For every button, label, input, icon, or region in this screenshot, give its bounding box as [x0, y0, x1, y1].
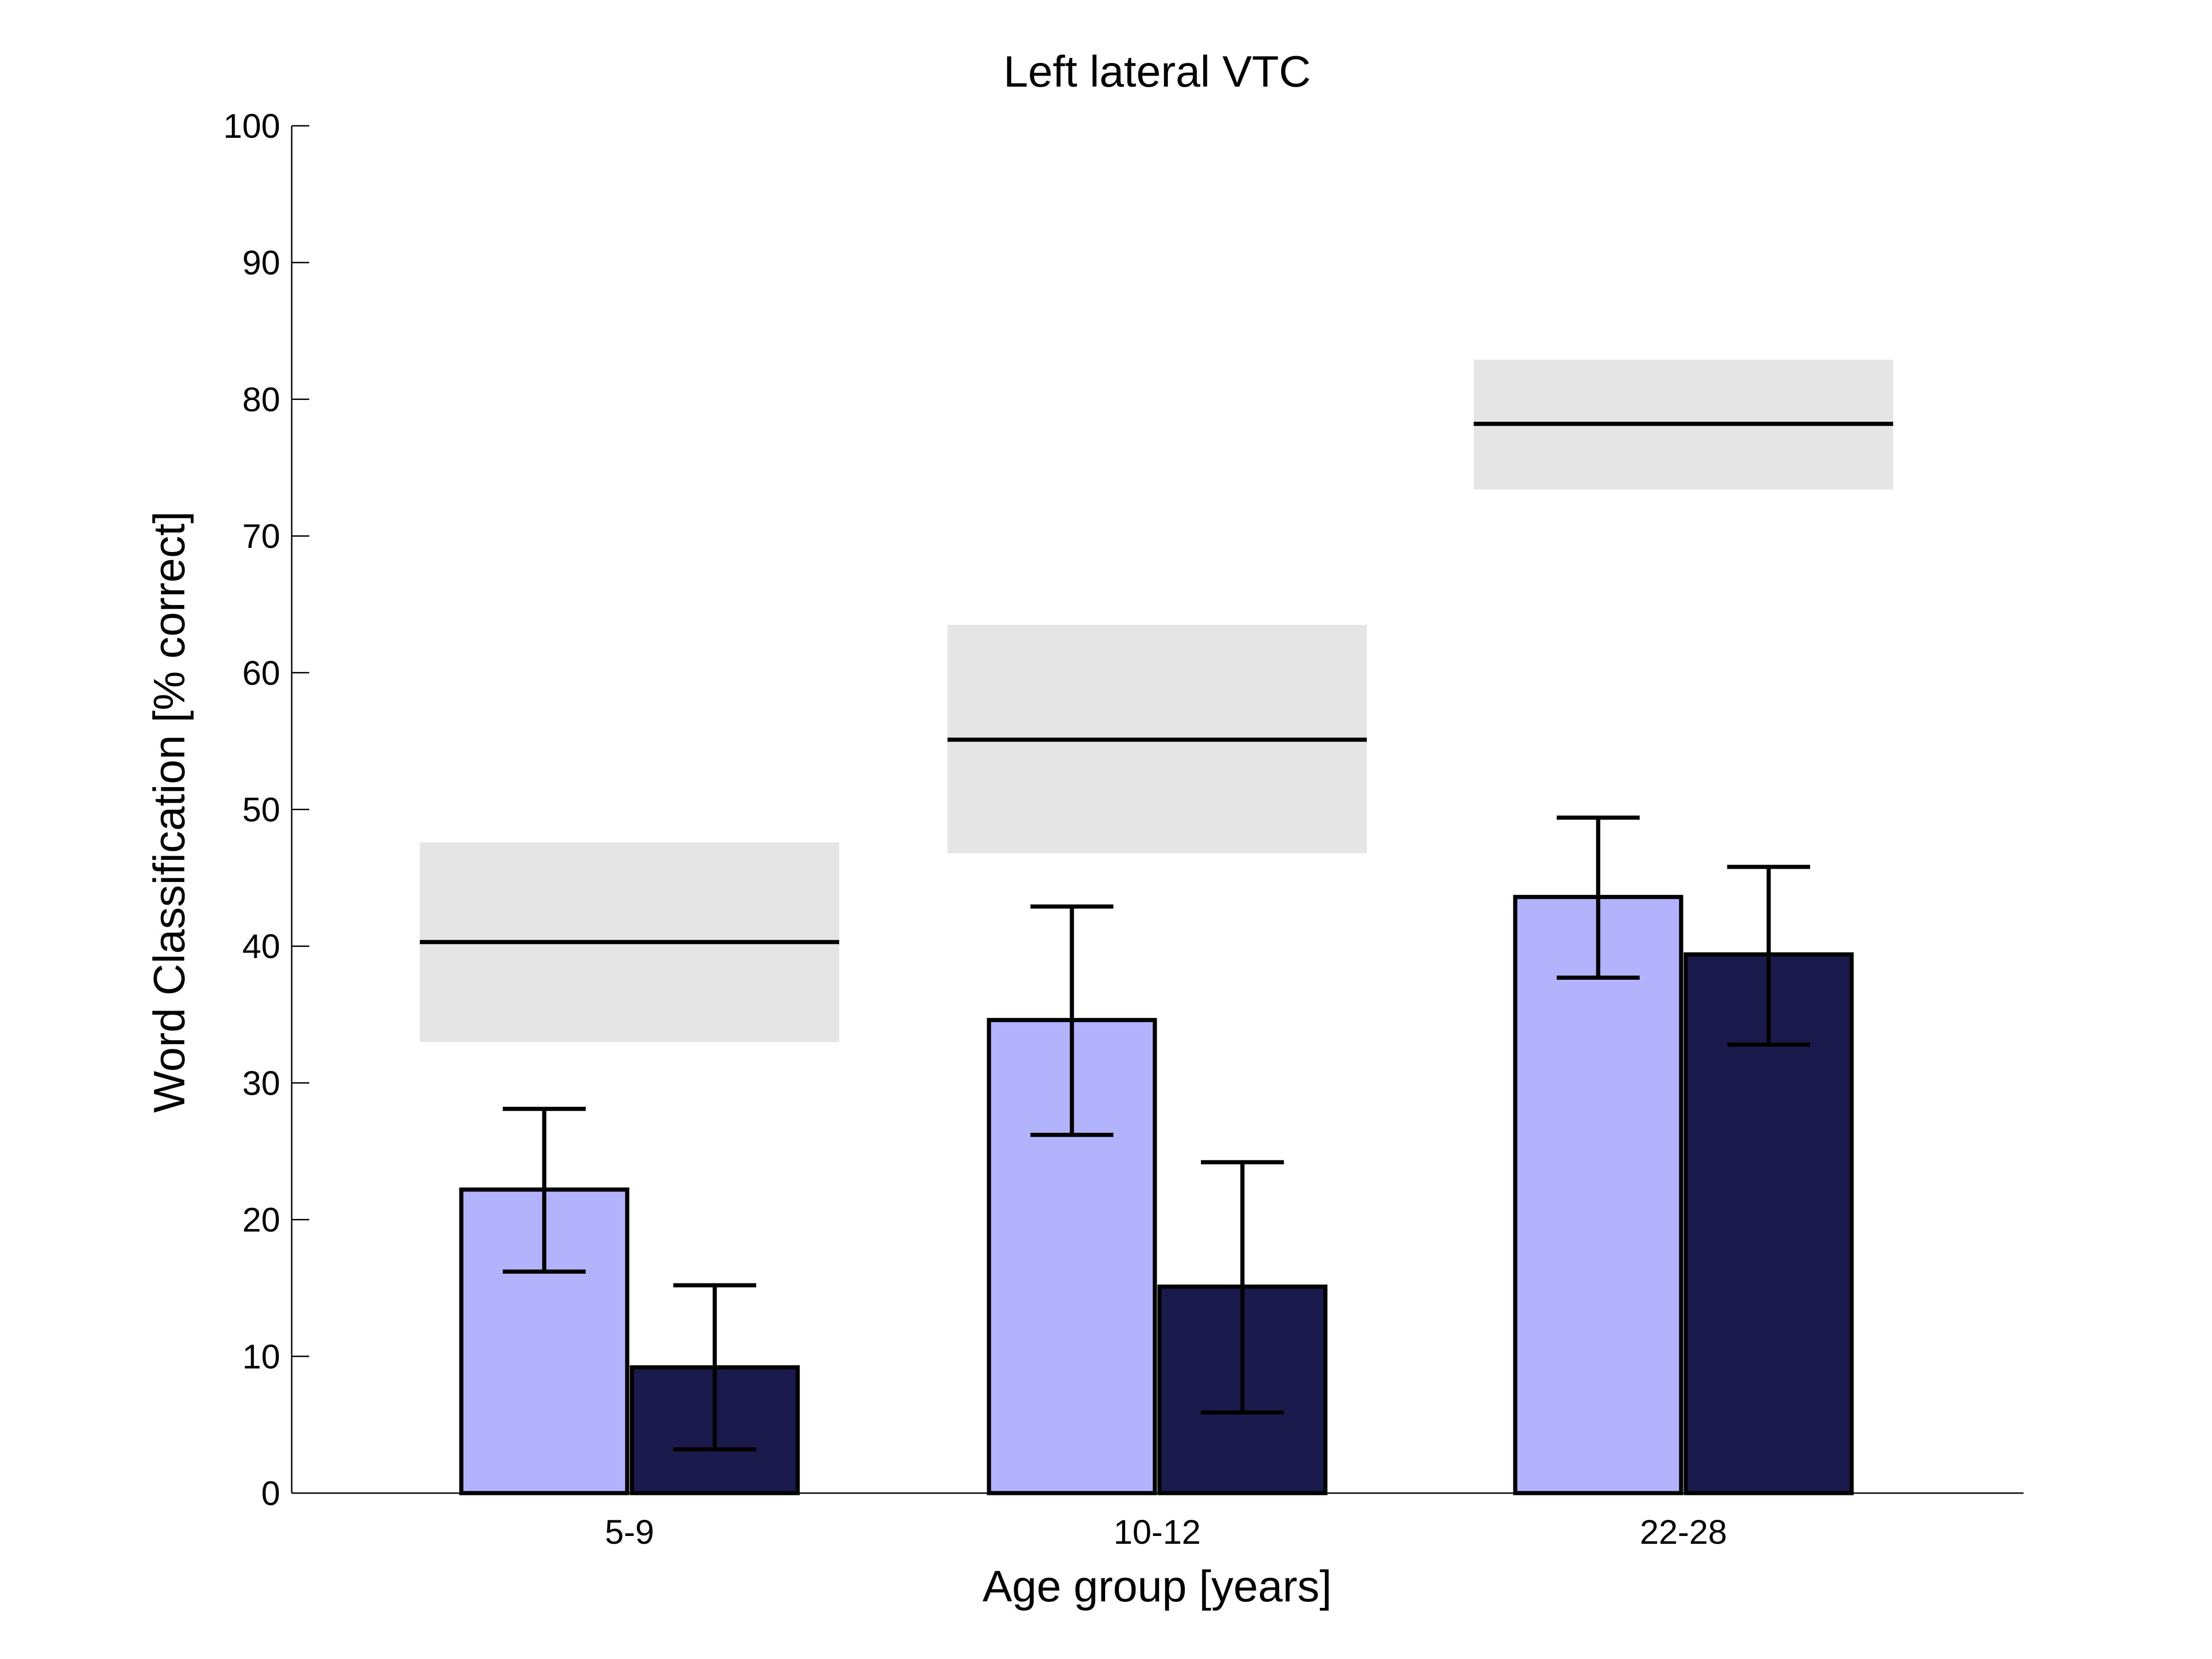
y-tick-label: 30 — [242, 1064, 280, 1102]
error-bar-series2-5-9 — [673, 1283, 756, 1452]
error-bars — [503, 815, 1810, 1452]
y-tick-label: 90 — [242, 244, 280, 282]
x-tick-label: 10-12 — [1113, 1513, 1200, 1551]
error-bar-series1-22-28 — [1557, 815, 1640, 980]
error-bar-series1-5-9 — [503, 1106, 586, 1274]
x-tick-label: 22-28 — [1640, 1513, 1727, 1551]
y-tick-label: 70 — [242, 517, 280, 555]
y-axis-label: Word Classification [% correct] — [145, 511, 194, 1112]
x-axis-label: Age group [years] — [982, 1562, 1332, 1611]
reference-bands — [420, 359, 1893, 1042]
y-ticks: 0 10 20 30 40 50 60 70 80 90 100 — [224, 107, 309, 1512]
y-tick-label: 60 — [242, 654, 280, 692]
x-ticks: 5-9 10-12 22-28 — [605, 1513, 1727, 1551]
y-tick-label: 100 — [224, 107, 280, 145]
y-tick-label: 10 — [242, 1337, 280, 1376]
error-bar-series2-22-28 — [1727, 865, 1810, 1047]
y-tick-label: 80 — [242, 380, 280, 418]
chart-title: Left lateral VTC — [1004, 47, 1311, 96]
error-bar-series1-10-12 — [1030, 904, 1113, 1137]
y-tick-label: 0 — [261, 1474, 280, 1512]
error-bar-series2-10-12 — [1201, 1160, 1284, 1415]
y-tick-label: 50 — [242, 791, 280, 829]
y-tick-label: 20 — [242, 1201, 280, 1239]
y-tick-label: 40 — [242, 927, 280, 965]
bar-series1-22-28 — [1513, 894, 1683, 1495]
x-tick-label: 5-9 — [605, 1513, 654, 1551]
